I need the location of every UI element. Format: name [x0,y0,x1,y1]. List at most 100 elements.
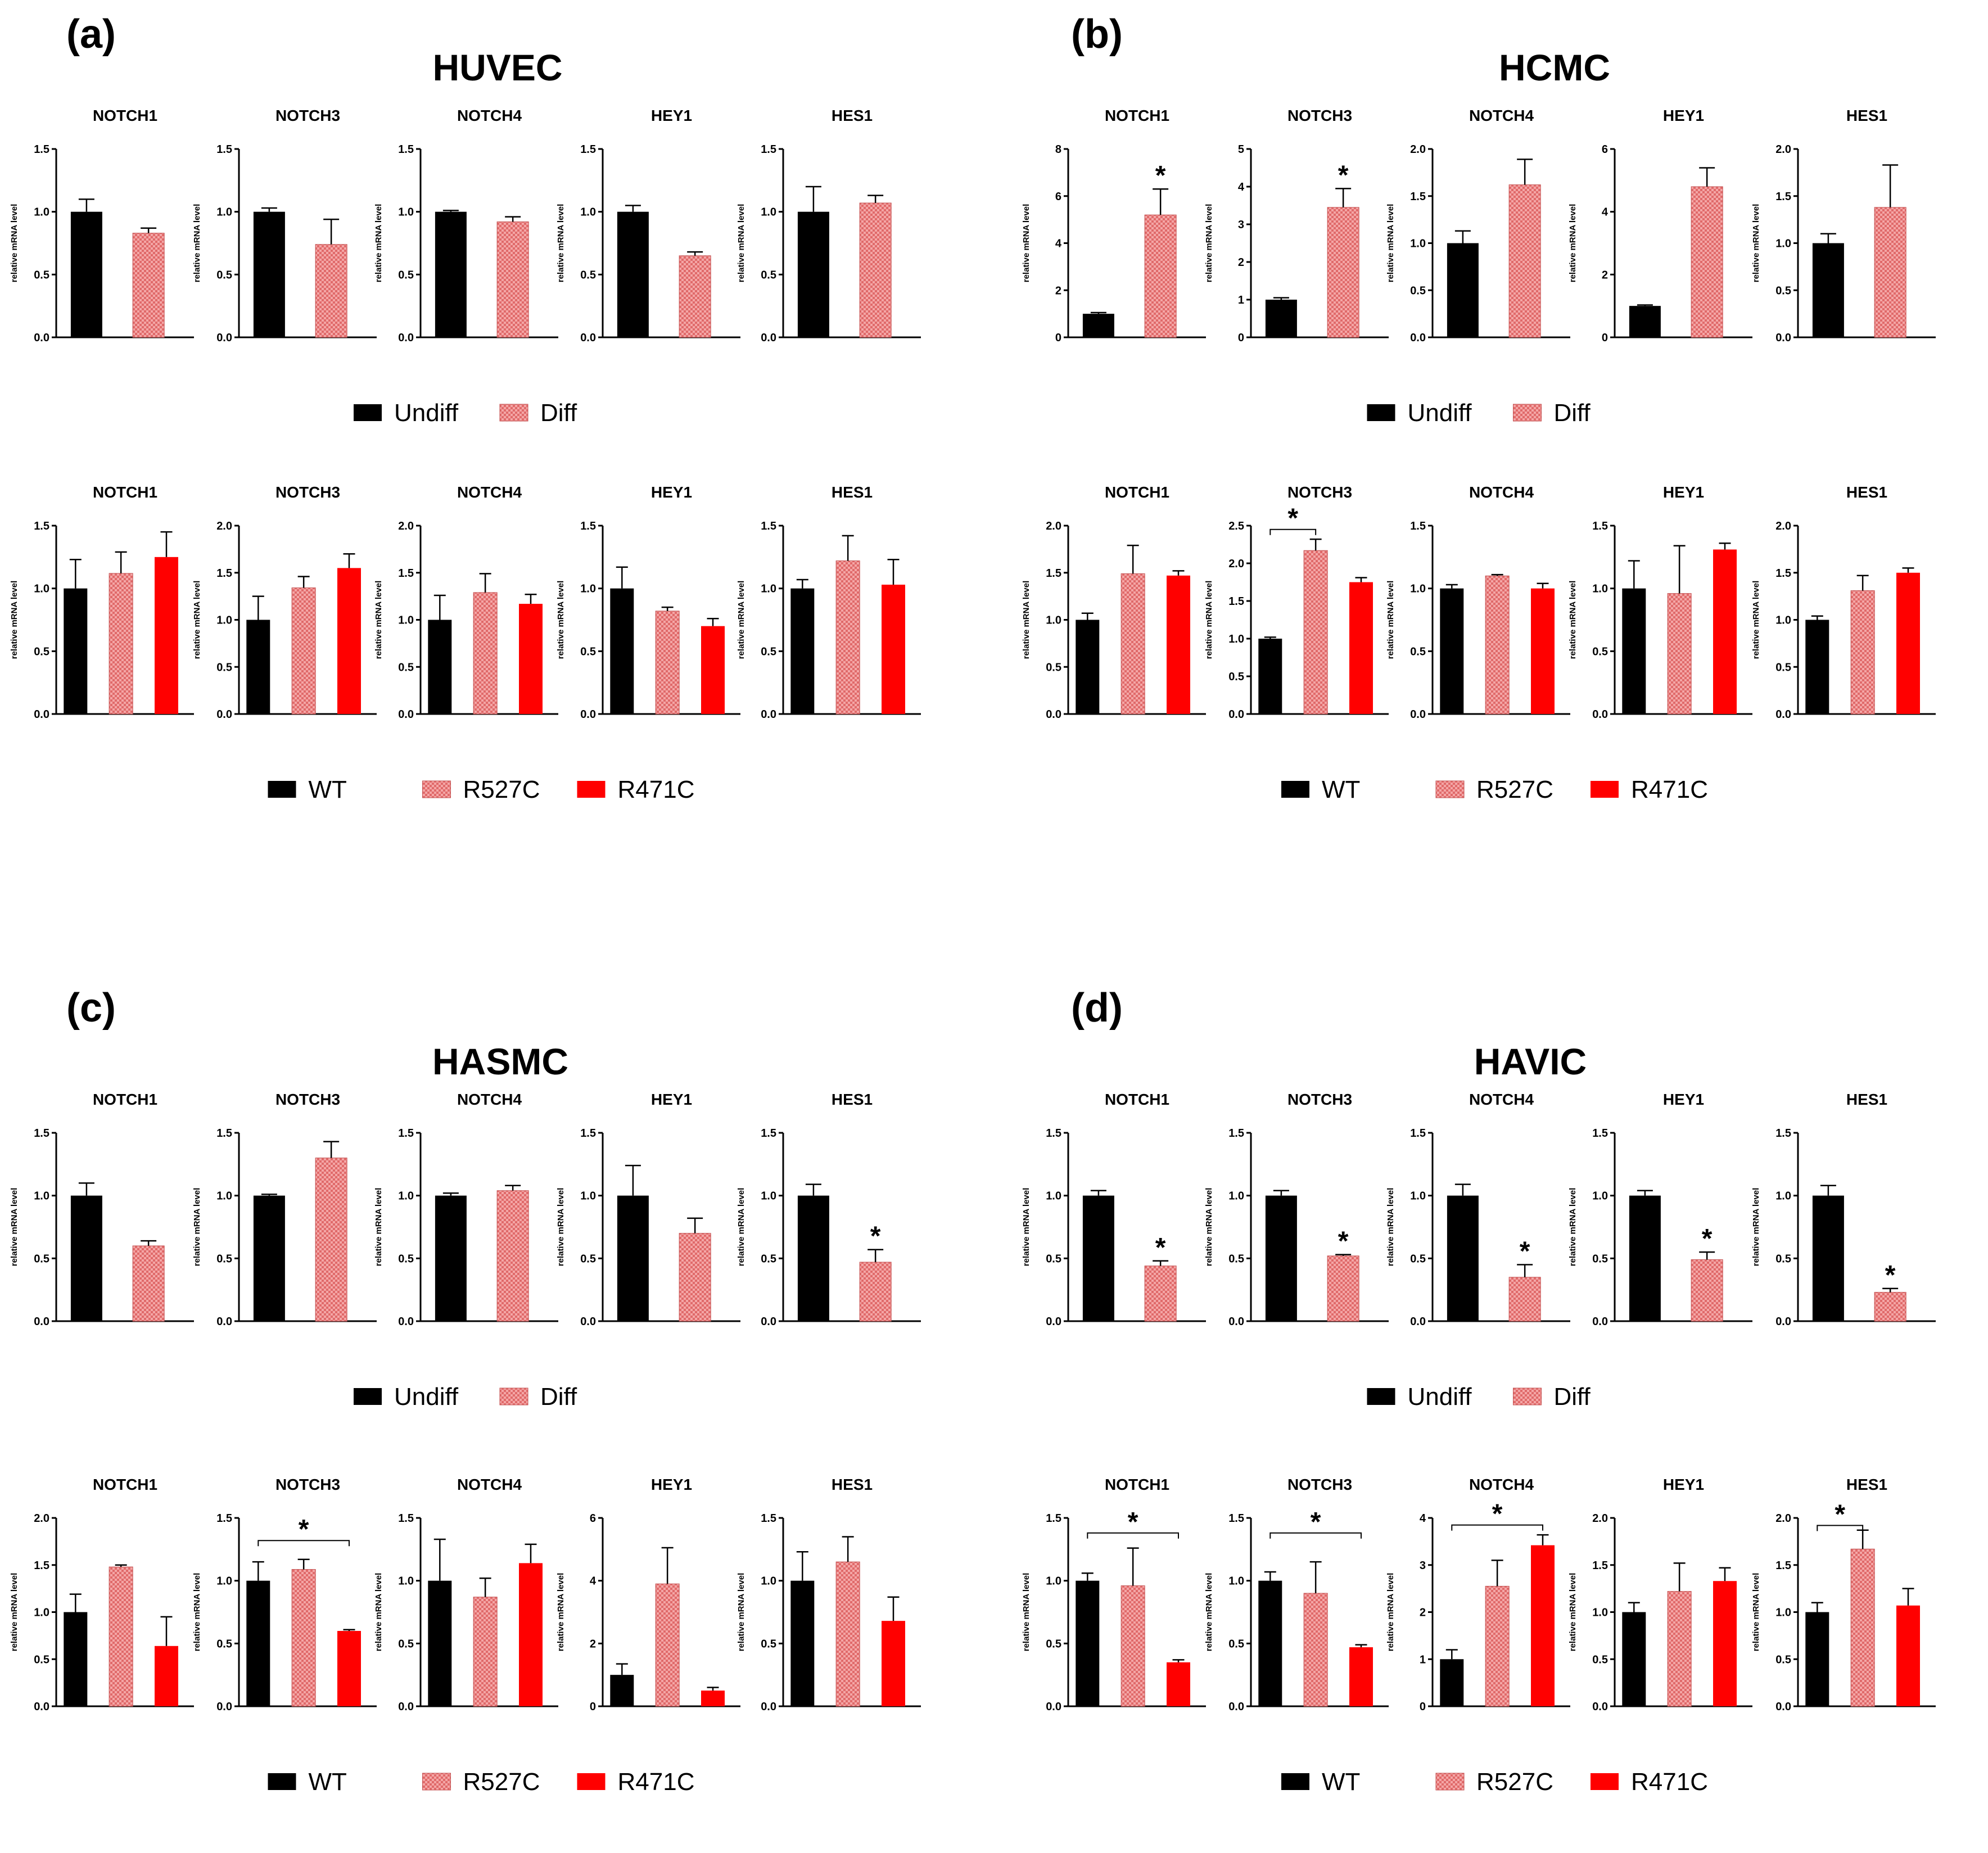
y-tick-label: 1.5 [580,143,596,156]
chart-hey1: HEY1 relative mRNA level 0.0 0.5 1.0 1.5 [556,483,740,721]
y-axis-label: relative mRNA level [10,1188,19,1267]
bar [64,1612,88,1706]
y-tick-label: 1.0 [761,1575,776,1588]
chart-row-diff: NOTCH1 relative mRNA level 0 2 4 6 8 * NOTCH3 rel… [1022,107,1936,427]
panel-b-title: HCMC [1499,47,1610,88]
y-tick-label: 0.0 [398,1701,414,1713]
bar [1349,582,1373,714]
chart-notch3: NOTCH3 relative mRNA level 0.0 0.5 1.0 1.5 [192,1091,377,1328]
y-tick-label: 1.0 [1046,1575,1061,1588]
y-tick-label: 1.0 [1410,1190,1426,1203]
y-axis-label: relative mRNA level [1386,581,1395,659]
bar [1167,1662,1190,1706]
chart-notch1: NOTCH1 relative mRNA level 0.0 0.5 1.0 1.5 2.0 [10,1476,194,1713]
y-tick-label: 2.0 [1410,143,1426,156]
chart-title: NOTCH1 [93,1476,157,1493]
legend: Undiff Diff [1367,399,1591,427]
chart-hey1: HEY1 relative mRNA level 0.0 0.5 1.0 1.5 * [1568,1091,1752,1328]
y-tick-label: 1.0 [216,1575,232,1588]
bar [291,587,316,715]
chart-notch4: NOTCH4 relative mRNA level 0.0 0.5 1.0 1.5 [1386,483,1570,721]
bar [1812,243,1844,337]
y-tick-label: 0 [1055,332,1061,344]
y-tick-label: 0.0 [1775,708,1791,721]
significance-bracket [1817,1525,1864,1531]
y-tick-label: 4 [1602,206,1609,219]
y-tick-label: 1.5 [1775,1560,1791,1572]
bar [155,557,178,714]
y-tick-label: 0.0 [1775,1316,1791,1328]
y-tick-label: 0.5 [398,269,414,281]
y-tick-label: 1.5 [34,1560,49,1572]
y-tick-label: 0.0 [1046,1701,1061,1713]
chart-title: HES1 [1846,1091,1887,1108]
bar [337,568,361,714]
chart-hey1: HEY1 relative mRNA level 0 2 4 6 [1568,107,1752,344]
bar [1076,1580,1100,1706]
significance-star: * [1155,1233,1166,1263]
chart-title: HES1 [832,107,873,124]
chart-title: NOTCH4 [1469,483,1534,501]
y-axis-label: relative mRNA level [10,204,19,283]
chart-title: NOTCH3 [275,1091,340,1108]
significance-bracket [1451,1524,1543,1531]
bar [132,1245,165,1322]
y-tick-label: 5 [1238,143,1244,156]
chart-title: HEY1 [651,107,692,124]
chart-row-geno: NOTCH1 relative mRNA level 0.0 0.5 1.0 1.5 2.0… [10,1476,921,1796]
y-axis-label: relative mRNA level [1568,204,1578,283]
y-tick-label: 0.0 [1592,1316,1608,1328]
chart-hey1: HEY1 relative mRNA level 0.0 0.5 1.0 1.5 2.0 [1568,1476,1752,1713]
y-axis-label: relative mRNA level [374,204,383,283]
significance-star: * [1338,1227,1349,1257]
legend: WT R527C R471C [1281,1768,1708,1796]
legend-label: Undiff [1408,399,1472,427]
y-tick-label: 2.0 [398,520,414,532]
y-axis-label: relative mRNA level [1022,204,1031,283]
bar [1144,1266,1177,1322]
chart-notch4: NOTCH4 relative mRNA level 0.0 0.5 1.0 1.5 2.0 [374,483,558,721]
y-axis-label: relative mRNA level [1204,581,1214,659]
y-tick-label: 4 [1238,181,1245,193]
y-tick-label: 0.0 [34,1701,49,1713]
y-tick-label: 0.5 [1046,661,1061,674]
y-tick-label: 1.0 [216,614,232,627]
y-tick-label: 0.0 [761,708,776,721]
bar [1485,1585,1510,1707]
y-tick-label: 0.5 [1592,1253,1608,1265]
chart-title: NOTCH4 [457,1476,522,1493]
bar [1713,549,1737,714]
y-tick-label: 0.5 [1775,1653,1791,1666]
y-tick-label: 0 [1602,332,1608,344]
y-tick-label: 2.0 [1592,1512,1608,1525]
bar [1805,1612,1829,1706]
y-axis-label: relative mRNA level [1022,1573,1031,1652]
bar [859,1262,892,1322]
y-axis-label: relative mRNA level [192,204,202,283]
y-tick-label: 1.0 [1228,1190,1244,1203]
y-axis-label: relative mRNA level [737,204,746,283]
chart-title: NOTCH3 [1287,107,1352,124]
bar [1629,1195,1661,1321]
legend-label: Diff [540,1383,577,1411]
y-tick-label: 0.0 [1410,1316,1426,1328]
y-tick-label: 0.5 [34,269,49,281]
y-tick-label: 1.5 [1228,595,1244,608]
bar [1691,1259,1723,1322]
chart-title: HEY1 [651,1091,692,1108]
y-tick-label: 1.5 [34,1127,49,1140]
y-axis-label: relative mRNA level [1386,1188,1395,1267]
significance-bracket [1269,528,1317,535]
chart-title: HES1 [1846,107,1887,124]
y-tick-label: 1.0 [580,583,596,595]
legend: Undiff Diff [354,1383,577,1411]
bar [428,1580,452,1706]
y-tick-label: 0.5 [580,269,596,281]
legend-label: R471C [1631,776,1708,803]
y-tick-label: 3 [1238,219,1244,231]
y-tick-label: 4 [1055,238,1062,250]
legend-label: Undiff [394,1383,459,1411]
bar [610,1675,634,1706]
